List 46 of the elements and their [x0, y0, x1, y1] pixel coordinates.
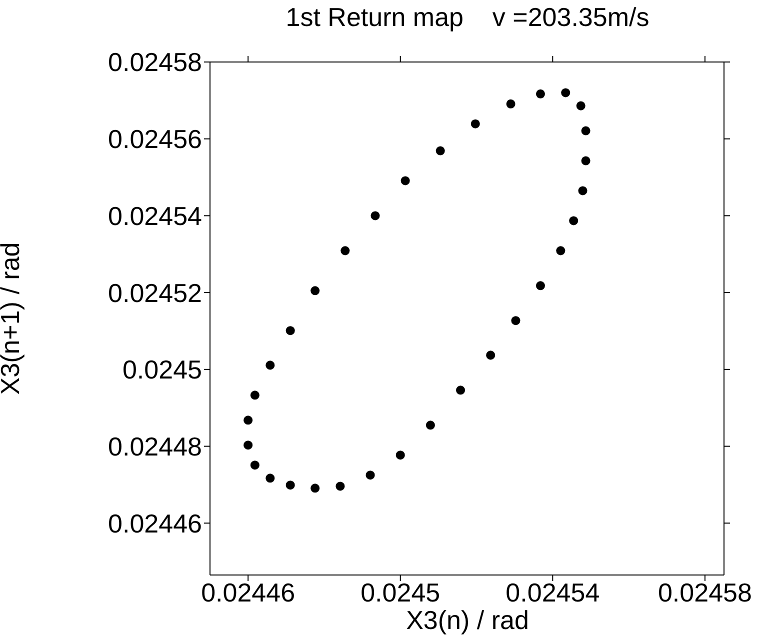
point [506, 99, 516, 108]
point [266, 474, 275, 483]
y-axis-title: X3(n+1) / rad [0, 242, 26, 395]
point [266, 360, 275, 370]
point [536, 281, 545, 290]
point [581, 126, 590, 136]
x-tick-label: 0.02446 [201, 577, 296, 608]
point [250, 460, 260, 470]
point [426, 420, 435, 430]
point [470, 119, 480, 128]
point [250, 390, 260, 400]
point [561, 88, 570, 98]
point [366, 470, 375, 480]
x-axis-title: X3(n) / rad [406, 605, 529, 635]
point [286, 326, 295, 336]
point [556, 246, 566, 256]
point [370, 211, 380, 220]
x-tick-label: 0.0245 [360, 577, 440, 608]
x-tick-label: 0.02454 [506, 577, 600, 608]
point [569, 216, 578, 226]
point [310, 286, 320, 296]
y-tick-label: 0.02448 [108, 432, 202, 462]
point [536, 89, 545, 98]
point [511, 316, 520, 326]
y-tick-label: 0.02454 [108, 200, 202, 231]
point [340, 246, 350, 256]
y-tick-label: 0.02446 [108, 508, 202, 538]
point [578, 186, 588, 196]
point [336, 482, 345, 491]
point [310, 484, 320, 493]
y-tick-label: 0.02452 [108, 278, 202, 308]
point [581, 156, 590, 166]
point [286, 480, 295, 490]
point [244, 416, 253, 425]
chart-title: 1st Return map v =203.35m/s [284, 2, 650, 33]
point [244, 440, 253, 450]
point [576, 101, 586, 110]
y-tick-label: 0.02456 [108, 124, 202, 154]
point [400, 176, 410, 186]
point [456, 386, 466, 395]
point [436, 146, 445, 156]
point [396, 450, 405, 460]
point [486, 350, 496, 360]
y-tick-label: 0.02458 [108, 47, 202, 78]
x-tick-label: 0.02458 [658, 577, 752, 608]
y-tick-label: 0.0245 [122, 354, 202, 385]
